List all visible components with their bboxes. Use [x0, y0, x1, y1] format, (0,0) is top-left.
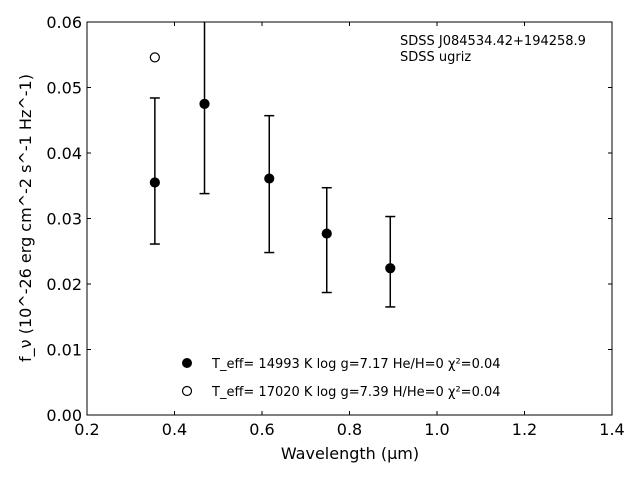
x-tick-label: 0.8	[337, 420, 362, 439]
y-tick-label: 0.03	[46, 210, 82, 229]
y-tick-label: 0.06	[46, 13, 82, 32]
y-tick-label: 0.05	[46, 79, 82, 98]
model-point-filled	[264, 173, 275, 184]
y-tick-label: 0.02	[46, 275, 82, 294]
y-axis-label: f_ν (10^-26 erg cm^-2 s^-1 Hz^-1)	[16, 74, 36, 362]
legend-entry-1: T_eff= 14993 K log g=7.17 He/H=0 χ²=0.04	[211, 357, 501, 372]
x-tick-label: 0.4	[162, 420, 187, 439]
y-tick-label: 0.01	[46, 341, 82, 360]
legend-open-marker	[181, 385, 193, 397]
model-point-filled	[385, 263, 396, 274]
x-tick-label: 0.2	[74, 420, 99, 439]
model-point-open	[149, 52, 160, 63]
model-point-filled	[321, 228, 332, 239]
x-tick-label: 0.6	[249, 420, 274, 439]
object-name-annotation: SDSS J084534.42+194258.9	[400, 34, 586, 49]
model-point-filled	[199, 98, 210, 109]
model-point-filled	[149, 177, 160, 188]
x-tick-label: 1.0	[424, 420, 449, 439]
y-tick-label: 0.00	[46, 406, 82, 425]
photometry-annotation: SDSS ugriz	[400, 50, 471, 65]
y-tick-label: 0.04	[46, 144, 82, 163]
legend-entry-2: T_eff= 17020 K log g=7.39 H/He=0 χ²=0.04	[211, 385, 501, 400]
x-tick-label: 1.2	[512, 420, 537, 439]
x-axis-label: Wavelength (μm)	[281, 444, 419, 463]
plot-frame	[86, 21, 613, 416]
x-tick-label: 1.4	[599, 420, 624, 439]
legend-filled-marker	[182, 358, 192, 368]
